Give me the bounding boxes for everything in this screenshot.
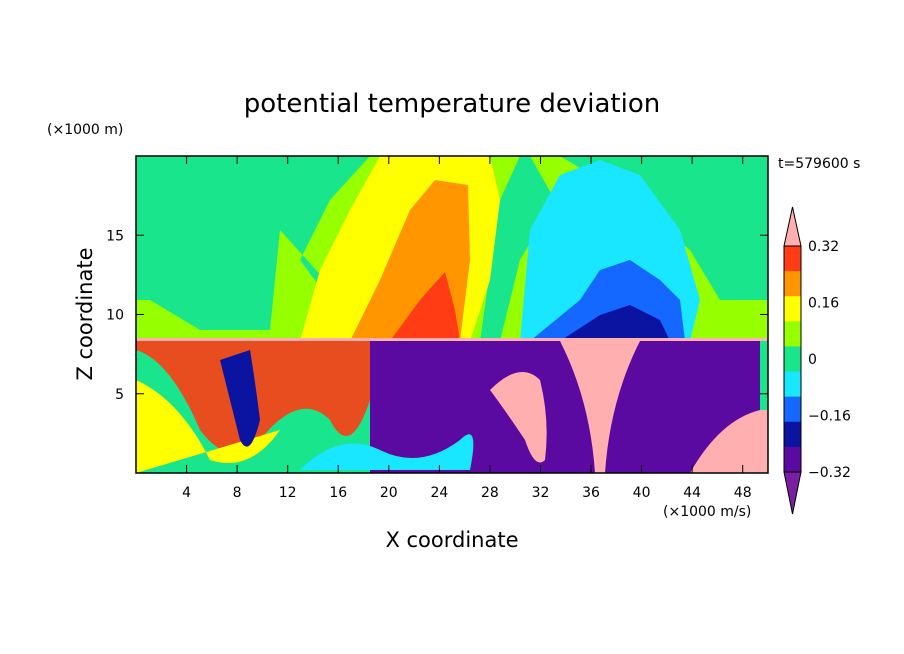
colorbar-frame	[783, 245, 802, 473]
colorbar-bottom-arrow	[783, 471, 802, 515]
x-unit-label: (×1000 m/s)	[663, 504, 751, 520]
colorbar: 0.32 0.16 0 −0.16 −0.32	[783, 206, 851, 515]
x-tick-label: 40	[633, 485, 651, 501]
lower-pink-plume	[560, 341, 640, 473]
interface-line	[136, 338, 768, 342]
y-unit-label: (×1000 m)	[47, 122, 123, 138]
colorbar-tick-label: 0.32	[808, 239, 839, 255]
lower-left-turbulence-blue	[220, 350, 260, 447]
colorbar-tick-label: 0	[808, 352, 817, 368]
lower-left-turbulence-yellow	[136, 380, 280, 473]
colorbar-segment	[784, 321, 801, 347]
colorbar-tick-label: −0.32	[808, 465, 851, 481]
colorbar-segment	[784, 271, 801, 297]
x-tick-label: 8	[233, 485, 242, 501]
colorbar-segment	[784, 446, 801, 473]
x-axis-ticks: 4 8 12 16 20 24 28 32 36 40 44 48	[182, 156, 752, 501]
lower-field	[136, 341, 768, 473]
colorbar-tick-label: 0.16	[808, 296, 839, 312]
x-tick-label: 12	[279, 485, 297, 501]
colorbar-segment	[784, 421, 801, 448]
contour-band-red	[390, 272, 460, 341]
lower-cyan-swirl	[300, 434, 474, 470]
colorbar-segment	[784, 396, 801, 423]
colorbar-top-arrow	[783, 206, 802, 247]
x-tick-label: 4	[182, 485, 191, 501]
contour-band-navy	[560, 305, 670, 341]
x-tick-label: 16	[329, 485, 347, 501]
lower-purple-region	[370, 341, 760, 473]
contour-field	[136, 156, 768, 473]
x-axis-label: X coordinate	[385, 528, 518, 552]
x-tick-label: 36	[582, 485, 600, 501]
x-tick-label: 48	[734, 485, 752, 501]
time-label: t=579600 s	[778, 156, 860, 172]
x-tick-label: 20	[380, 485, 398, 501]
chart-title: potential temperature deviation	[244, 89, 660, 119]
colorbar-segment	[784, 296, 801, 322]
x-tick-label: 32	[532, 485, 550, 501]
x-tick-label: 44	[683, 485, 701, 501]
colorbar-tick-label: −0.16	[808, 409, 851, 425]
x-tick-label: 28	[481, 485, 499, 501]
lower-right-band	[690, 410, 768, 473]
lower-pink-lobe	[490, 372, 547, 463]
y-tick-label: 5	[115, 387, 124, 403]
y-tick-label: 10	[106, 308, 124, 324]
colorbar-segment	[784, 246, 801, 272]
y-tick-label: 15	[106, 228, 124, 244]
colorbar-segment	[784, 346, 801, 373]
y-axis-ticks: 5 10 15	[106, 228, 768, 403]
colorbar-segment	[784, 371, 801, 398]
x-tick-label: 24	[430, 485, 448, 501]
y-axis-label: Z coordinate	[73, 247, 97, 380]
